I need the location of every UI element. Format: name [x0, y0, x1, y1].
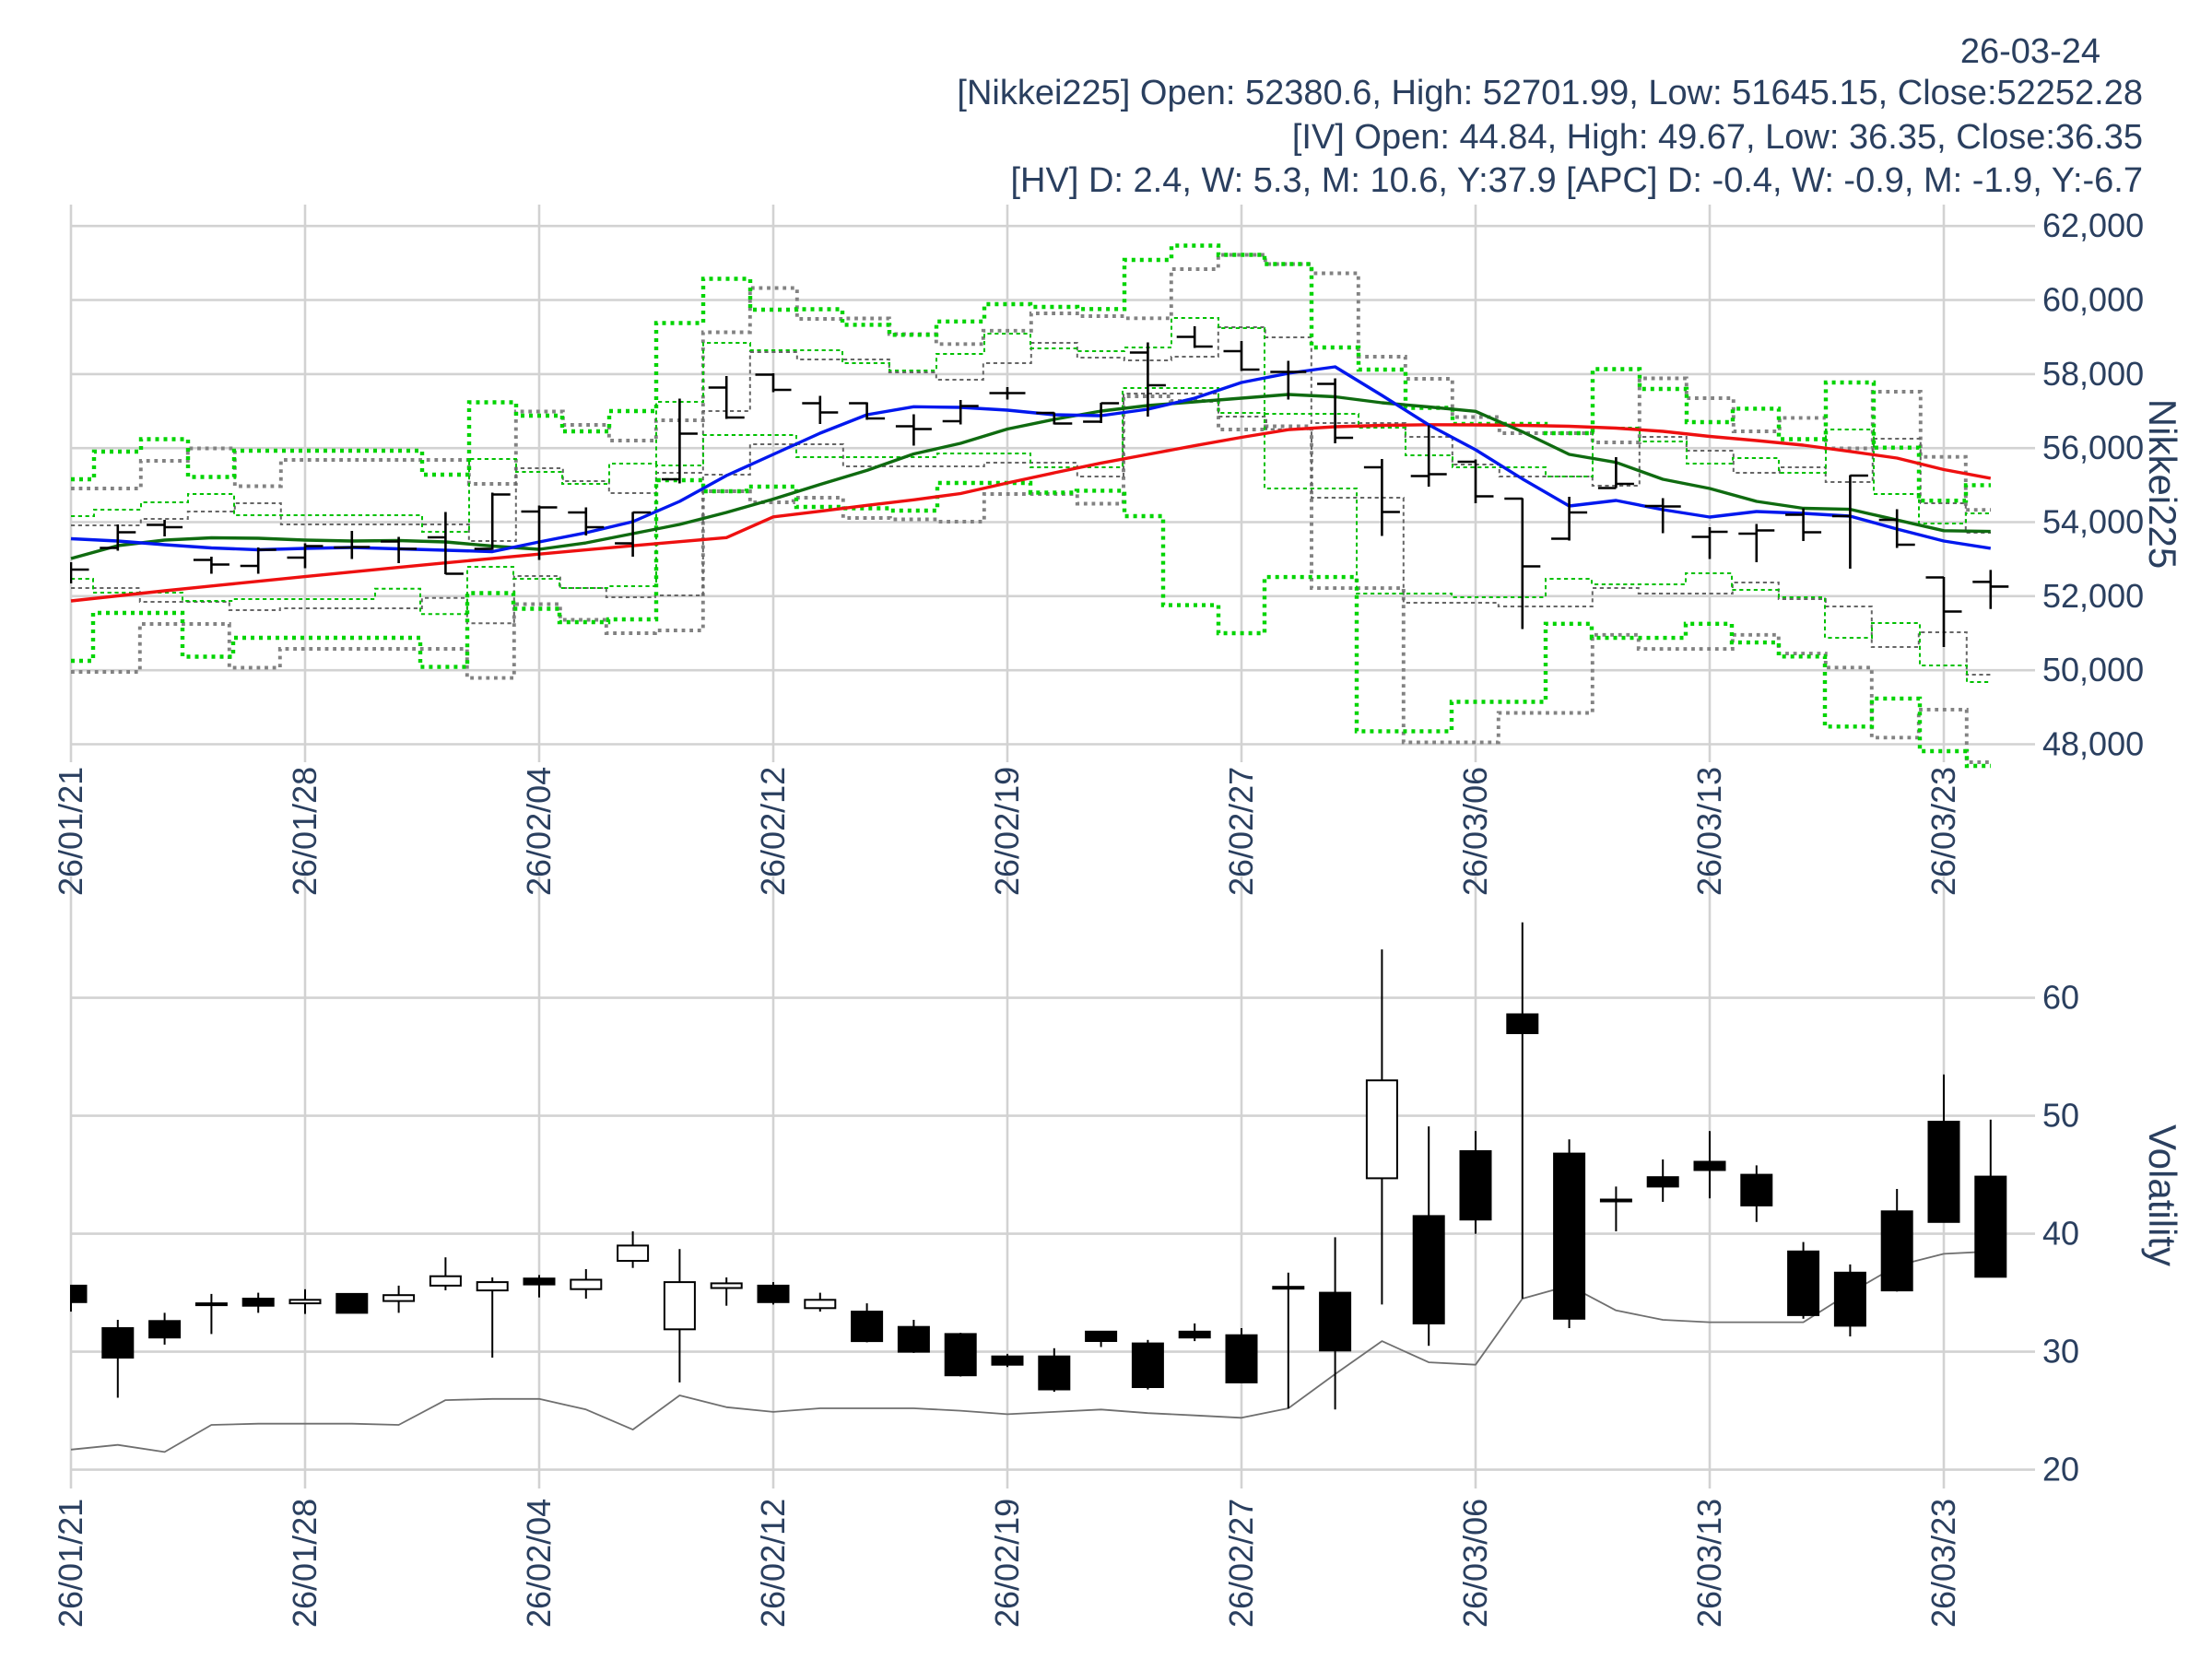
svg-text:[HV] D: 2.4, W: 5.3, M: 10.6,: [HV] D: 2.4, W: 5.3, M: 10.6, Y:37.9 [AP…: [1011, 161, 2144, 200]
svg-text:26/01/21: 26/01/21: [52, 1499, 89, 1628]
svg-text:50: 50: [2042, 1097, 2079, 1135]
svg-text:26/02/04: 26/02/04: [520, 767, 558, 896]
svg-text:54,000: 54,000: [2042, 503, 2144, 541]
svg-text:60: 60: [2042, 979, 2079, 1017]
svg-text:Volatility: Volatility: [2141, 1124, 2184, 1266]
svg-text:26/01/28: 26/01/28: [286, 1499, 324, 1628]
svg-text:Nikkei225: Nikkei225: [2141, 399, 2184, 569]
svg-text:56,000: 56,000: [2042, 429, 2144, 466]
svg-text:26-03-24: 26-03-24: [1960, 32, 2100, 71]
svg-text:[IV] Open: 44.84, High: 49.67,: [IV] Open: 44.84, High: 49.67, Low: 36.3…: [1292, 118, 2143, 157]
svg-text:26/02/27: 26/02/27: [1222, 767, 1260, 896]
svg-text:62,000: 62,000: [2042, 206, 2144, 244]
svg-text:26/02/04: 26/02/04: [520, 1499, 558, 1628]
svg-text:26/02/19: 26/02/19: [988, 767, 1026, 896]
svg-text:30: 30: [2042, 1333, 2079, 1371]
svg-text:26/01/28: 26/01/28: [286, 767, 324, 896]
svg-text:26/02/12: 26/02/12: [754, 767, 792, 896]
svg-text:48,000: 48,000: [2042, 725, 2144, 763]
svg-text:26/03/13: 26/03/13: [1690, 767, 1728, 896]
svg-text:26/03/23: 26/03/23: [1924, 767, 1962, 896]
svg-text:26/02/27: 26/02/27: [1222, 1499, 1260, 1628]
svg-text:26/03/06: 26/03/06: [1456, 1499, 1494, 1628]
svg-text:26/03/06: 26/03/06: [1456, 767, 1494, 896]
svg-text:20: 20: [2042, 1451, 2079, 1488]
svg-text:26/02/19: 26/02/19: [988, 1499, 1026, 1628]
svg-text:60,000: 60,000: [2042, 281, 2144, 319]
svg-text:40: 40: [2042, 1215, 2079, 1253]
svg-text:26/02/12: 26/02/12: [754, 1499, 792, 1628]
svg-text:26/03/13: 26/03/13: [1690, 1499, 1728, 1628]
svg-text:58,000: 58,000: [2042, 355, 2144, 393]
svg-text:26/03/23: 26/03/23: [1924, 1499, 1962, 1628]
svg-text:[Nikkei225] Open: 52380.6, Hig: [Nikkei225] Open: 52380.6, High: 52701.9…: [957, 74, 2143, 112]
svg-text:50,000: 50,000: [2042, 651, 2144, 688]
svg-text:52,000: 52,000: [2042, 577, 2144, 615]
svg-text:26/01/21: 26/01/21: [52, 767, 89, 896]
